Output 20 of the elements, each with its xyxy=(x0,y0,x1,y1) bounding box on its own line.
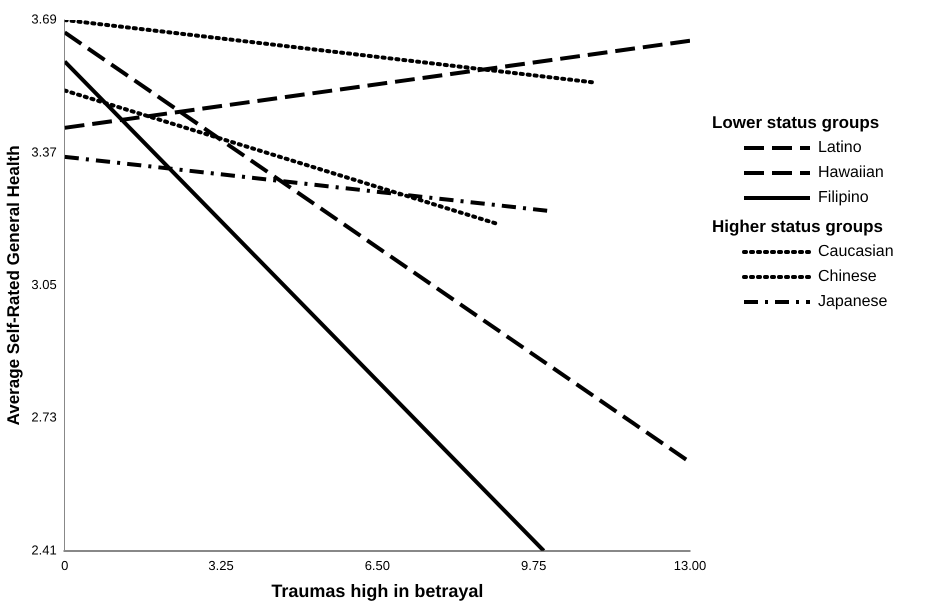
x-axis-title: Traumas high in betrayal xyxy=(271,581,484,602)
legend-label: Japanese xyxy=(818,293,888,311)
legend-label: Filipino xyxy=(818,189,869,207)
y-tick-label: 3.37 xyxy=(31,144,57,160)
x-tick-label: 13.00 xyxy=(674,558,706,574)
y-tick-label: 2.73 xyxy=(31,410,57,425)
y-axis-title: Average Self-Rated General Health xyxy=(4,145,23,426)
y-tick-label: 3.05 xyxy=(31,276,57,292)
legend-label: Caucasian xyxy=(818,243,894,261)
text: Higher status groups xyxy=(712,217,884,237)
y-tick-label: 3.69 xyxy=(31,12,57,27)
x-tick-label: 3.25 xyxy=(208,558,234,574)
legend-label: Hawaiian xyxy=(818,164,884,182)
x-tick-label: 0 xyxy=(61,558,68,574)
x-tick-label: 9.75 xyxy=(521,558,546,574)
legend-label: Chinese xyxy=(818,268,877,286)
text: Lower status groups xyxy=(712,113,880,133)
y-tick-label: 2.41 xyxy=(31,542,57,558)
legend-label: Latino xyxy=(818,139,862,157)
x-tick-label: 6.50 xyxy=(364,558,390,574)
